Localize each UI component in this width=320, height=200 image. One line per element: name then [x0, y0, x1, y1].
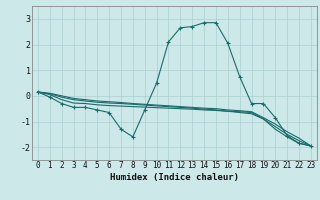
X-axis label: Humidex (Indice chaleur): Humidex (Indice chaleur)	[110, 173, 239, 182]
